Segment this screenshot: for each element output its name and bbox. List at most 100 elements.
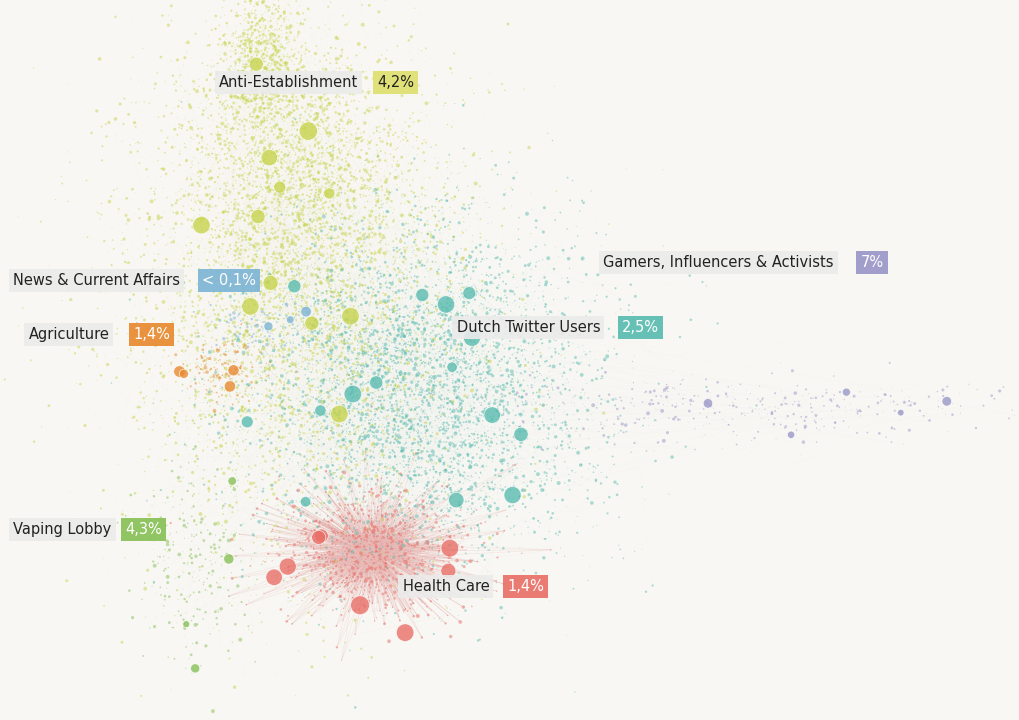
Point — [337, 431, 354, 442]
Point — [330, 527, 346, 539]
Point — [329, 233, 345, 244]
Point — [226, 245, 243, 256]
Point — [415, 405, 431, 417]
Point — [201, 218, 217, 230]
Point — [357, 361, 373, 372]
Point — [358, 101, 374, 112]
Point — [414, 243, 430, 255]
Point — [351, 425, 367, 436]
Point — [320, 202, 336, 213]
Point — [341, 184, 358, 195]
Point — [605, 394, 622, 405]
Point — [244, 219, 260, 230]
Point — [431, 439, 447, 451]
Point — [362, 423, 378, 434]
Point — [163, 107, 179, 119]
Point — [225, 183, 242, 194]
Point — [448, 421, 465, 433]
Point — [287, 239, 304, 251]
Point — [323, 264, 339, 276]
Point — [176, 209, 193, 220]
Point — [54, 178, 70, 189]
Point — [255, 151, 271, 163]
Point — [243, 40, 259, 52]
Point — [185, 370, 202, 382]
Point — [230, 236, 247, 248]
Point — [462, 500, 478, 512]
Point — [367, 254, 383, 266]
Point — [253, 199, 269, 210]
Point — [316, 247, 332, 258]
Point — [374, 564, 390, 575]
Point — [400, 35, 417, 46]
Point — [306, 202, 322, 213]
Point — [375, 571, 391, 582]
Point — [158, 332, 174, 343]
Point — [195, 233, 211, 245]
Point — [352, 467, 368, 478]
Point — [411, 191, 427, 202]
Point — [151, 377, 167, 388]
Point — [78, 175, 95, 186]
Point — [228, 346, 245, 358]
Point — [274, 299, 290, 310]
Point — [357, 323, 373, 335]
Point — [405, 454, 421, 466]
Point — [398, 573, 415, 585]
Point — [194, 199, 210, 210]
Point — [358, 405, 374, 416]
Point — [436, 441, 452, 453]
Point — [122, 139, 139, 150]
Point — [307, 279, 323, 290]
Point — [324, 557, 340, 568]
Point — [461, 495, 477, 507]
Point — [500, 266, 517, 277]
Point — [270, 300, 286, 311]
Point — [496, 379, 513, 391]
Point — [230, 107, 247, 118]
Point — [343, 318, 360, 330]
Point — [372, 369, 388, 381]
Point — [337, 326, 354, 338]
Point — [387, 508, 404, 519]
Point — [277, 57, 293, 68]
Point — [400, 330, 417, 341]
Point — [339, 579, 356, 590]
Point — [337, 296, 354, 307]
Point — [388, 358, 405, 369]
Point — [347, 584, 364, 595]
Point — [288, 194, 305, 206]
Point — [392, 233, 409, 245]
Point — [265, 342, 281, 354]
Point — [429, 510, 445, 522]
Point — [370, 150, 386, 162]
Point — [312, 579, 328, 590]
Point — [268, 379, 284, 390]
Point — [263, 292, 279, 304]
Point — [403, 300, 419, 311]
Point — [226, 288, 243, 300]
Point — [316, 205, 332, 217]
Point — [276, 13, 292, 24]
Point — [432, 379, 448, 391]
Point — [315, 515, 331, 526]
Point — [231, 528, 248, 540]
Point — [98, 331, 114, 343]
Point — [377, 565, 393, 577]
Point — [291, 133, 308, 145]
Point — [446, 335, 463, 346]
Point — [323, 453, 339, 464]
Point — [487, 160, 503, 171]
Point — [393, 469, 410, 481]
Point — [430, 274, 446, 286]
Point — [323, 574, 339, 585]
Point — [378, 514, 394, 526]
Point — [285, 99, 302, 111]
Point — [249, 192, 265, 204]
Point — [350, 574, 366, 585]
Point — [285, 244, 302, 256]
Point — [376, 521, 392, 533]
Point — [342, 572, 359, 583]
Point — [137, 238, 153, 250]
Point — [202, 97, 218, 109]
